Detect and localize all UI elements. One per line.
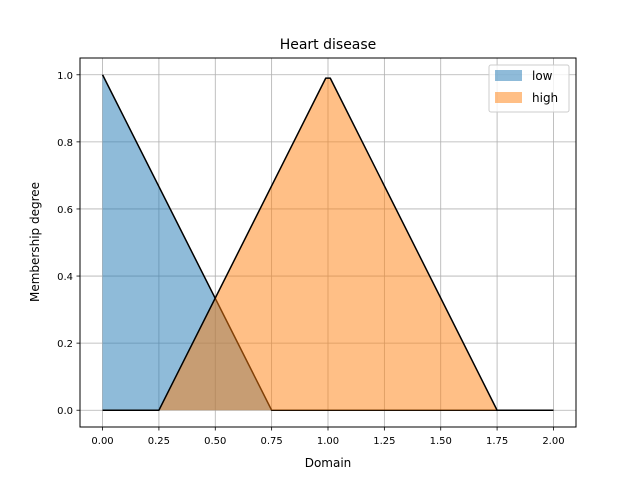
x-tick-label: 0.25 xyxy=(148,436,170,447)
legend: low high xyxy=(488,64,570,113)
x-axis-label: Domain xyxy=(305,456,352,470)
x-tick-label: 0.50 xyxy=(204,436,226,447)
y-tick-label: 0.0 xyxy=(57,406,73,417)
chart-title: Heart disease xyxy=(280,37,377,53)
area-high xyxy=(102,78,554,411)
x-tick-label: 1.50 xyxy=(430,436,452,447)
legend-swatch-low xyxy=(495,70,522,81)
x-tick-label: 0.00 xyxy=(91,436,113,447)
legend-swatch-high xyxy=(495,92,522,103)
y-tick-label: 0.4 xyxy=(57,272,73,283)
legend-label-low: low xyxy=(532,69,553,83)
y-tick-label: 0.2 xyxy=(57,339,73,350)
y-ticks: 0.0 0.2 0.4 0.6 0.8 1.0 xyxy=(57,71,80,417)
y-tick-label: 0.8 xyxy=(57,138,73,149)
x-tick-label: 2.00 xyxy=(542,436,564,447)
x-tick-label: 1.25 xyxy=(373,436,395,447)
x-ticks: 0.00 0.25 0.50 0.75 1.00 1.25 1.50 1.75 2.00 xyxy=(91,427,565,447)
y-axis-label: Membership degree xyxy=(28,182,42,302)
x-tick-label: 1.75 xyxy=(486,436,508,447)
legend-label-high: high xyxy=(532,91,558,105)
series-areas xyxy=(101,74,554,411)
y-tick-label: 0.6 xyxy=(57,205,73,216)
y-tick-label: 1.0 xyxy=(57,71,73,82)
line-high xyxy=(102,77,554,411)
x-tick-label: 1.00 xyxy=(317,436,339,447)
x-tick-label: 0.75 xyxy=(261,436,283,447)
